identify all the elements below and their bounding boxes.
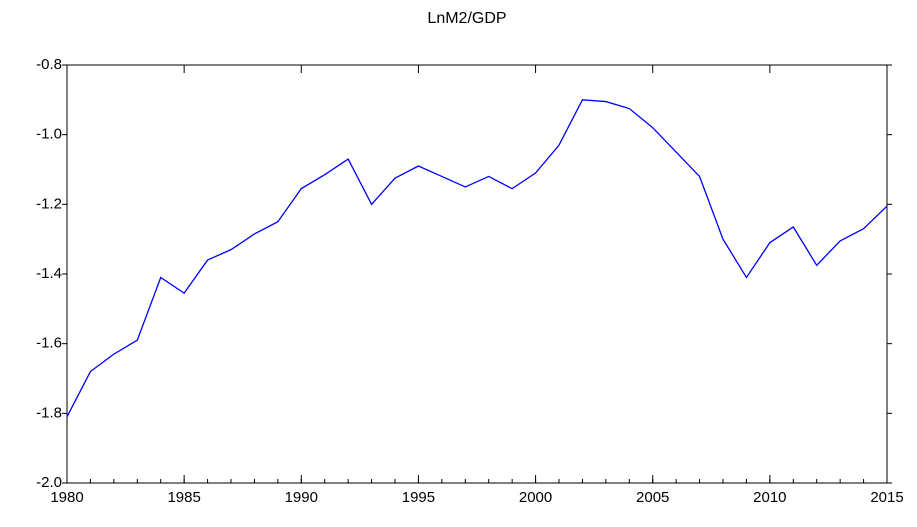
x-tick-label: 1985 [167, 489, 200, 506]
x-tick-label: 1980 [50, 489, 83, 506]
x-tick-label: 2005 [636, 489, 669, 506]
y-tick-label: -1.8 [36, 404, 62, 421]
plot-frame [66, 64, 888, 484]
y-tick-label: -1.2 [36, 195, 62, 212]
y-tick-label: -1.4 [36, 265, 62, 282]
x-tick-label: 2000 [519, 489, 552, 506]
y-tick-label: -1.6 [36, 335, 62, 352]
y-tick-label: -1.0 [36, 126, 62, 143]
chart-title: LnM2/GDP [427, 10, 506, 27]
data-line [66, 99, 888, 418]
y-tick-label: -0.8 [36, 56, 62, 73]
x-tick-label: 1995 [402, 489, 435, 506]
x-tick-label: 2010 [753, 489, 786, 506]
x-tick-label: 1990 [285, 489, 318, 506]
y-tick-label: -2.0 [36, 474, 62, 491]
x-tick-label: 2015 [870, 489, 903, 506]
